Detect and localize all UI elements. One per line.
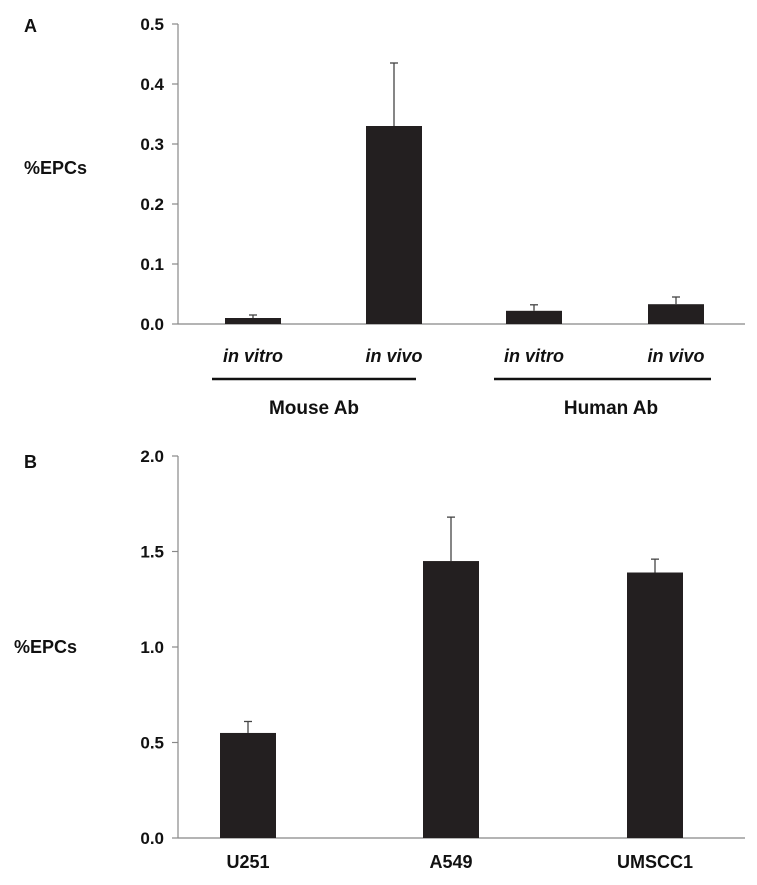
panel-a-bar (506, 310, 562, 324)
panel-a-y-axis-label: %EPCs (24, 158, 87, 178)
panel-b-y-tick-label: 0.5 (140, 734, 164, 753)
panel-a-bar (366, 126, 422, 324)
panel-a-y-tick-label: 0.4 (140, 75, 164, 94)
panel-b-category-label: U251 (226, 852, 269, 872)
panel-b-y-tick-label: 0.0 (140, 829, 164, 848)
group-label-mouse-ab: Mouse Ab (269, 398, 359, 419)
panel-a-bar (648, 304, 704, 324)
panel-b-y-tick-label: 1.5 (140, 543, 164, 562)
panel-b-bar (423, 561, 479, 838)
panel-a-label: A (24, 16, 37, 36)
panel-a-y-tick-label: 0.0 (140, 315, 164, 334)
panel-b-y-axis-label: %EPCs (14, 637, 77, 657)
panel-a-y-tick-label: 0.5 (140, 15, 164, 34)
panel-b-category-label: UMSCC1 (617, 852, 693, 872)
panel-b-y-tick-label: 1.0 (140, 638, 164, 657)
panel-b-bar (220, 732, 276, 838)
panel-b-bar (627, 572, 683, 838)
panel-b-y-tick-label: 2.0 (140, 447, 164, 466)
panel-b-label: B (24, 452, 37, 472)
panel-a-y-tick-label: 0.3 (140, 135, 164, 154)
panel-a-category-label: in vivo (647, 346, 704, 366)
panel-a-category-label: in vitro (223, 346, 283, 366)
panel-a-y-tick-label: 0.1 (140, 255, 164, 274)
chart-marks: 0.0 0.1 0.2 0.3 0.4 0.5 in vitro in vivo in vitr… (140, 15, 745, 872)
panel-a-category-label: in vitro (504, 346, 564, 366)
panel-a-bar (225, 318, 281, 324)
panel-a-y-tick-label: 0.2 (140, 195, 164, 214)
panel-b-category-label: A549 (429, 852, 472, 872)
group-label-human-ab: Human Ab (564, 398, 658, 419)
panel-a-category-label: in vivo (365, 346, 422, 366)
